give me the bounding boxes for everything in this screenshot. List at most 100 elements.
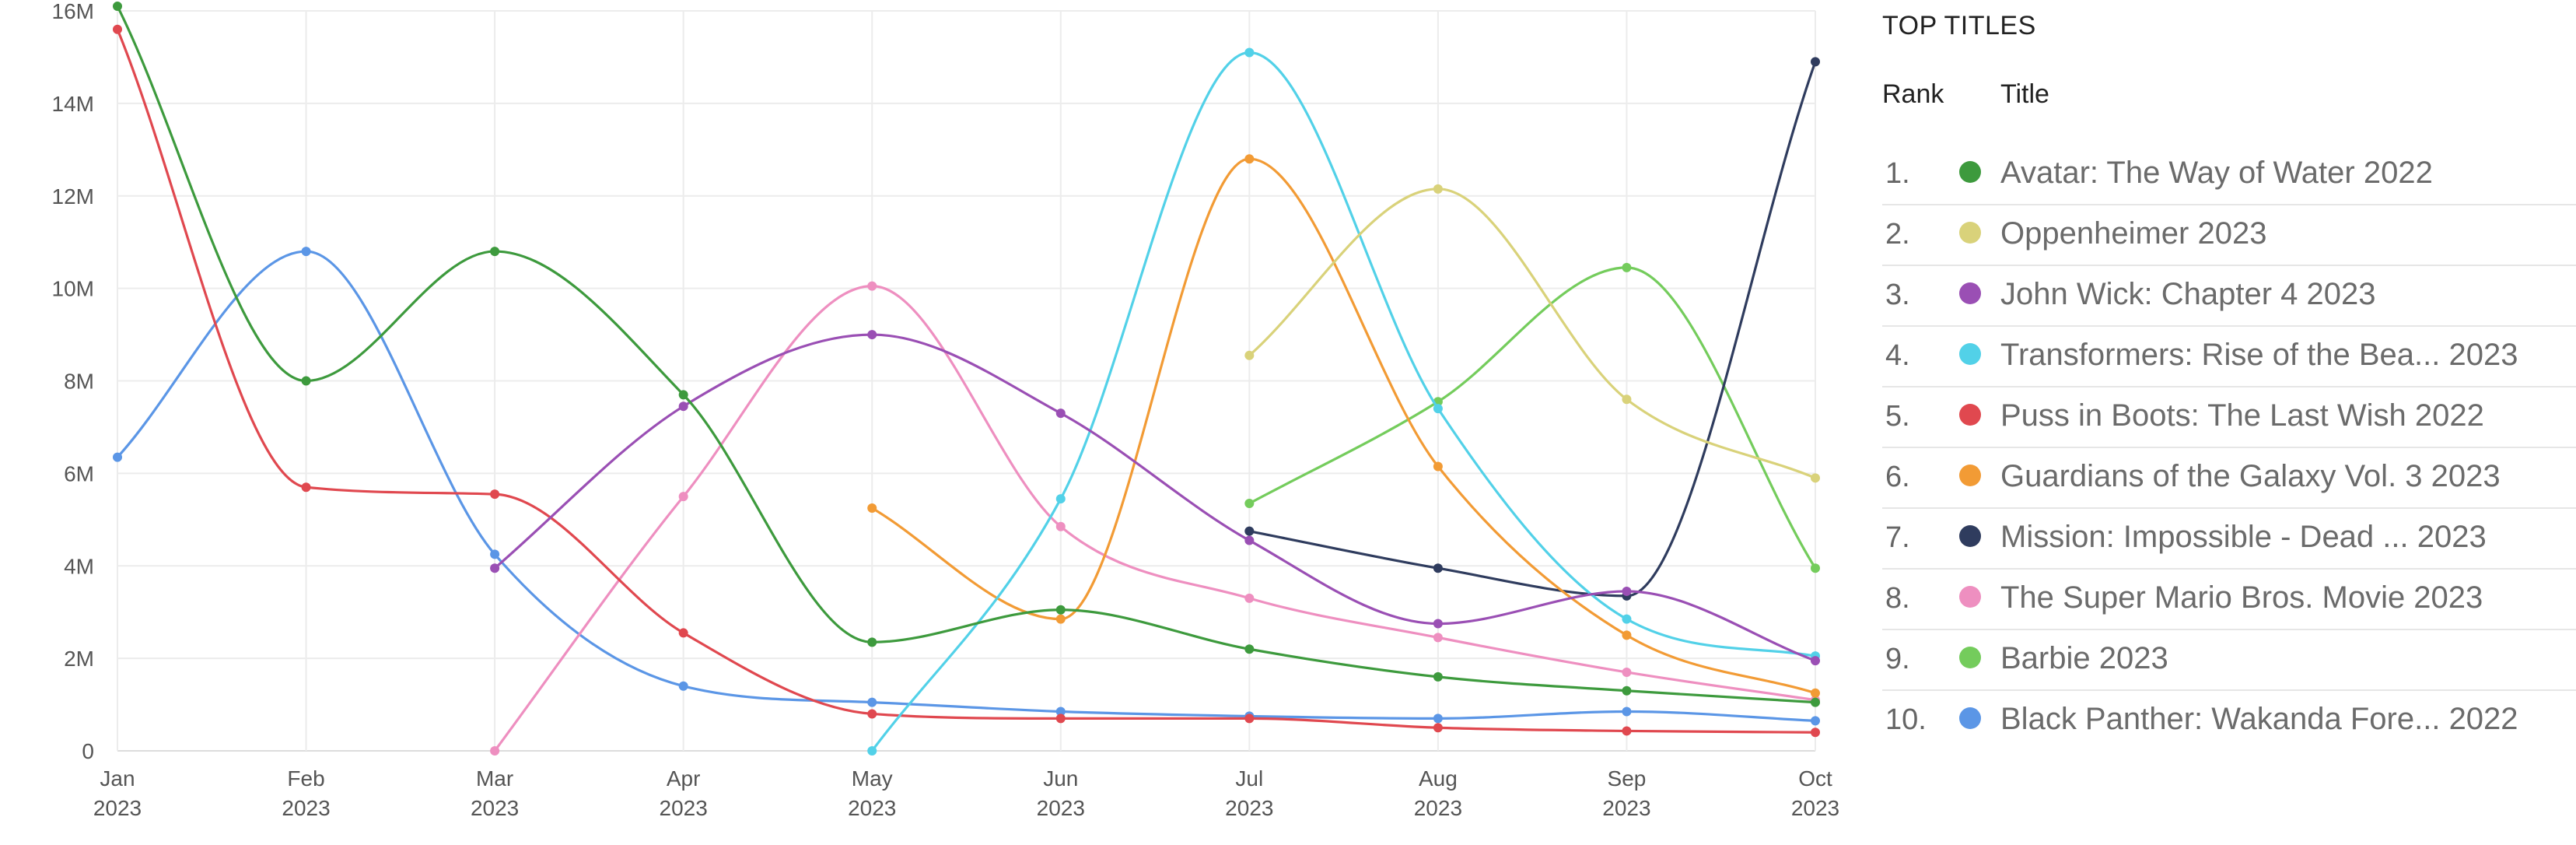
data-point[interactable] — [1055, 605, 1066, 615]
data-point[interactable] — [1811, 716, 1820, 726]
data-point[interactable] — [678, 401, 688, 412]
data-point[interactable] — [1244, 154, 1255, 164]
chart-canvas: 0 2M 4M 6M 8M 10M 12M 14M 16M Jan 2023 Feb 2023 Mar 2… — [52, 0, 1840, 820]
data-point[interactable] — [1622, 707, 1632, 717]
title-row[interactable]: 2. Oppenheimer 2023 — [1882, 205, 2576, 266]
data-point[interactable] — [1244, 644, 1255, 654]
data-point[interactable] — [113, 2, 122, 12]
data-point[interactable] — [1433, 671, 1443, 682]
data-point[interactable] — [1433, 714, 1443, 724]
data-point[interactable] — [1244, 499, 1255, 509]
data-point[interactable] — [867, 746, 877, 756]
data-point[interactable] — [113, 24, 122, 34]
data-point[interactable] — [678, 492, 688, 502]
series-line[interactable] — [1248, 60, 1817, 598]
data-point[interactable] — [113, 452, 122, 462]
data-point[interactable] — [490, 746, 500, 756]
series-line[interactable] — [870, 51, 1817, 752]
series-10 — [113, 247, 1820, 726]
data-point[interactable] — [1811, 563, 1820, 573]
data-point[interactable] — [301, 376, 311, 386]
series-9 — [1244, 262, 1820, 573]
data-point[interactable] — [301, 247, 311, 257]
data-point[interactable] — [1433, 404, 1443, 414]
data-point[interactable] — [1811, 57, 1820, 67]
series-8 — [490, 281, 1820, 756]
data-point[interactable] — [1244, 714, 1255, 724]
series-line[interactable] — [493, 333, 1817, 662]
data-point[interactable] — [1622, 586, 1632, 596]
data-point[interactable] — [1244, 593, 1255, 603]
data-point[interactable] — [867, 637, 877, 647]
data-point[interactable] — [1811, 688, 1820, 698]
data-point[interactable] — [490, 247, 500, 257]
series-4 — [867, 47, 1820, 756]
data-point[interactable] — [1811, 473, 1820, 483]
data-point[interactable] — [867, 503, 877, 513]
data-point[interactable] — [1433, 563, 1443, 573]
title-row[interactable]: 7. Mission: Impossible - Dead ... 2023 — [1882, 509, 2576, 570]
data-point[interactable] — [1811, 728, 1820, 738]
data-point[interactable] — [1433, 461, 1443, 472]
series-line[interactable] — [493, 285, 1817, 752]
data-point[interactable] — [490, 549, 500, 559]
data-point[interactable] — [1244, 526, 1255, 536]
x-tick-label: Mar — [476, 766, 513, 791]
data-point[interactable] — [490, 563, 500, 573]
data-point[interactable] — [1622, 726, 1632, 736]
data-point[interactable] — [1055, 614, 1066, 624]
data-point[interactable] — [301, 482, 311, 493]
data-point[interactable] — [1622, 262, 1632, 272]
data-point[interactable] — [678, 390, 688, 400]
data-point[interactable] — [1622, 394, 1632, 405]
series-line[interactable] — [116, 5, 1817, 704]
title-row[interactable]: 8. The Super Mario Bros. Movie 2023 — [1882, 570, 2576, 630]
data-point[interactable] — [1433, 633, 1443, 643]
x-tick-year-label: 2023 — [848, 796, 896, 820]
movie-title: Transformers: Rise of the Bea... 2023 — [2000, 338, 2518, 372]
movie-title: Black Panther: Wakanda Fore... 2022 — [2000, 702, 2518, 736]
title-row[interactable]: 4. Transformers: Rise of the Bea... 2023 — [1882, 327, 2576, 387]
series-2 — [1244, 184, 1820, 483]
series-line[interactable] — [1248, 188, 1817, 479]
data-point[interactable] — [1055, 714, 1066, 724]
title-row[interactable]: 9. Barbie 2023 — [1882, 630, 2576, 691]
x-tick-label: Apr — [667, 766, 701, 791]
data-point[interactable] — [867, 330, 877, 340]
data-point[interactable] — [867, 281, 877, 291]
data-point[interactable] — [1622, 630, 1632, 640]
data-point[interactable] — [1055, 494, 1066, 504]
title-row[interactable]: 3. John Wick: Chapter 4 2023 — [1882, 266, 2576, 327]
series-line[interactable] — [116, 250, 1817, 722]
data-point[interactable] — [678, 628, 688, 638]
title-row[interactable]: 5. Puss in Boots: The Last Wish 2022 — [1882, 387, 2576, 448]
title-row[interactable]: 1. Avatar: The Way of Water 2022 — [1882, 145, 2576, 205]
data-point[interactable] — [1811, 697, 1820, 707]
series-line[interactable] — [870, 157, 1817, 695]
data-point[interactable] — [1244, 535, 1255, 545]
x-tick-label: Aug — [1419, 766, 1458, 791]
series-color-dot — [1959, 586, 1981, 608]
data-point[interactable] — [1811, 656, 1820, 666]
data-point[interactable] — [1055, 408, 1066, 419]
title-row[interactable]: 10. Black Panther: Wakanda Fore... 2022 — [1882, 691, 2576, 752]
data-point[interactable] — [1433, 184, 1443, 194]
data-point[interactable] — [1622, 685, 1632, 696]
data-point[interactable] — [678, 681, 688, 691]
data-point[interactable] — [1433, 723, 1443, 733]
data-point[interactable] — [1622, 614, 1632, 624]
series-line[interactable] — [1248, 266, 1817, 570]
data-point[interactable] — [1055, 521, 1066, 531]
rank-number: 5. — [1885, 400, 1910, 433]
data-point[interactable] — [1433, 619, 1443, 629]
data-point[interactable] — [1622, 667, 1632, 677]
data-point[interactable] — [1244, 47, 1255, 58]
data-point[interactable] — [1055, 707, 1066, 717]
data-point[interactable] — [490, 489, 500, 500]
data-point[interactable] — [867, 697, 877, 707]
line-chart: 0 2M 4M 6M 8M 10M 12M 14M 16M Jan 2023 Feb 2023 Mar 2… — [52, 0, 1840, 820]
data-point[interactable] — [1244, 350, 1255, 360]
title-row[interactable]: 6. Guardians of the Galaxy Vol. 3 2023 — [1882, 448, 2576, 509]
data-point[interactable] — [867, 709, 877, 719]
rank-number: 3. — [1885, 279, 1910, 311]
